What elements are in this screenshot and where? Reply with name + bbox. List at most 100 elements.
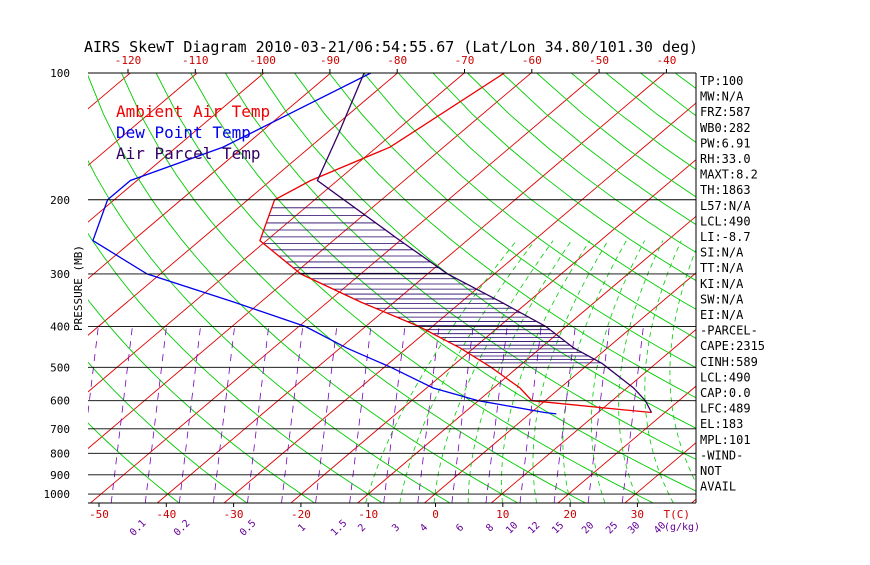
pressure-tick-label: 200 xyxy=(50,194,70,207)
dry-adiabat-line xyxy=(848,73,870,503)
dry-adiabat-line xyxy=(364,73,870,503)
mixing-ratio-line xyxy=(554,327,575,503)
top-temp-tick-label: -70 xyxy=(455,54,475,67)
index-label: NOT xyxy=(700,464,722,478)
mixing-ratio-label: 10 xyxy=(504,520,520,536)
mixing-ratio-label: 15 xyxy=(550,520,566,536)
mixing-ratio-line xyxy=(520,327,541,503)
index-label: LI:-8.7 xyxy=(700,230,751,244)
index-label: MAXT:8.2 xyxy=(700,168,758,182)
index-label: TT:N/A xyxy=(700,261,744,275)
mixing-ratio-label: 0.2 xyxy=(172,518,193,539)
bottom-temp-tick-label: -30 xyxy=(224,508,244,521)
pressure-tick-label: 100 xyxy=(50,67,70,80)
mixing-ratio-label: 4 xyxy=(418,522,430,534)
bottom-temp-tick-label: -20 xyxy=(291,508,311,521)
mixing-ratio-label: 8 xyxy=(484,522,496,534)
index-label: AVAIL xyxy=(700,480,736,494)
isotherm-line xyxy=(0,73,63,503)
mixing-unit-label: (g/kg) xyxy=(664,522,700,533)
pressure-tick-label: 600 xyxy=(50,395,70,408)
index-label: LCL:490 xyxy=(700,370,751,384)
mixing-ratio-label: 25 xyxy=(604,520,620,536)
mixing-ratio-label: 1 xyxy=(296,522,308,534)
mixing-ratio-label: 2 xyxy=(356,522,368,534)
index-label: EL:183 xyxy=(700,417,743,431)
mixing-ratio-label: 20 xyxy=(580,520,596,536)
pressure-tick-label: 800 xyxy=(50,447,70,460)
index-label: FRZ:587 xyxy=(700,105,751,119)
mixing-ratio-label: 12 xyxy=(526,520,542,536)
bottom-temp-tick-label: 0 xyxy=(432,508,439,521)
index-label: WB0:282 xyxy=(700,121,751,135)
parcel-temp-line xyxy=(317,73,651,413)
bottom-temp-tick-label: -10 xyxy=(358,508,378,521)
pressure-tick-label: 400 xyxy=(50,321,70,334)
y-axis-label: PRESSURE (MB) xyxy=(72,245,85,331)
index-label: EI:N/A xyxy=(700,308,744,322)
pressure-tick-label: 1000 xyxy=(44,488,71,501)
index-label: SW:N/A xyxy=(700,292,744,306)
index-label: MW:N/A xyxy=(700,90,744,104)
mixing-ratio-line xyxy=(588,327,609,503)
dry-adiabat-line xyxy=(814,73,870,503)
dry-adiabat-line xyxy=(295,73,870,503)
legend-entry: Ambient Air Temp xyxy=(116,102,270,121)
dry-adiabat-line xyxy=(641,73,870,503)
index-label: CINH:589 xyxy=(700,355,758,369)
mixing-ratio-line xyxy=(282,327,303,503)
dry-adiabat-line xyxy=(779,73,870,503)
mixing-ratio-label: 0.1 xyxy=(128,518,149,539)
index-label: TH:1863 xyxy=(700,183,751,197)
mixing-ratio-line xyxy=(145,327,166,503)
isotherm-line xyxy=(825,73,870,503)
isotherm-line xyxy=(758,73,870,503)
top-temp-tick-label: -40 xyxy=(656,54,676,67)
mixing-ratio-label: 0.5 xyxy=(238,518,259,539)
temp-unit-label: T(C) xyxy=(664,508,691,521)
ambient-temp-line xyxy=(260,73,652,413)
index-label: -PARCEL- xyxy=(700,324,758,338)
pressure-tick-label: 300 xyxy=(50,268,70,281)
index-label: SI:N/A xyxy=(700,246,744,260)
top-temp-tick-label: -110 xyxy=(182,54,209,67)
moist-adiabat-line xyxy=(434,241,553,503)
index-label: TP:100 xyxy=(700,74,743,88)
index-label: L57:N/A xyxy=(700,199,751,213)
legend: Ambient Air Temp Dew Point Temp Air Parcel… xyxy=(116,102,270,163)
legend-entry: Dew Point Temp xyxy=(116,123,251,142)
bottom-temp-tick-label: -50 xyxy=(89,508,109,521)
mixing-ratio-line xyxy=(77,327,98,503)
top-temp-tick-label: -50 xyxy=(589,54,609,67)
index-label: MPL:101 xyxy=(700,433,751,447)
isotherm-line xyxy=(0,73,130,503)
index-label: LFC:489 xyxy=(700,402,751,416)
top-temp-tick-label: -90 xyxy=(320,54,340,67)
pressure-tick-label: 900 xyxy=(50,469,70,482)
index-label: LCL:490 xyxy=(700,214,751,228)
isotherm-line xyxy=(424,73,870,503)
mixing-ratio-label: 1.5 xyxy=(329,518,350,539)
dry-adiabat-line xyxy=(744,73,870,503)
pressure-tick-label: 700 xyxy=(50,423,70,436)
index-label: PW:6.91 xyxy=(700,136,751,150)
indices-panel: TP:100MW:N/AFRZ:587WB0:282PW:6.91RH:33.0… xyxy=(700,74,765,494)
mixing-ratio-line xyxy=(247,327,268,503)
top-temp-tick-label: -60 xyxy=(522,54,542,67)
mixing-ratio-line xyxy=(486,327,507,503)
index-label: KI:N/A xyxy=(700,277,744,291)
legend-entry: Air Parcel Temp xyxy=(116,144,261,163)
mixing-ratio-line xyxy=(213,327,234,503)
bottom-temp-tick-label: 10 xyxy=(496,508,509,521)
moist-adiabat-line xyxy=(533,241,608,503)
dry-adiabat-line xyxy=(502,73,870,503)
moist-adiabat-line xyxy=(468,241,571,503)
top-temp-tick-label: -80 xyxy=(387,54,407,67)
isotherm-line xyxy=(491,73,870,503)
dry-adiabat-line xyxy=(468,73,870,503)
mixing-ratio-label: 6 xyxy=(454,522,466,534)
bottom-temp-tick-label: 20 xyxy=(563,508,576,521)
isotherm-line xyxy=(24,73,531,503)
mixing-ratio-label: 30 xyxy=(626,520,642,536)
